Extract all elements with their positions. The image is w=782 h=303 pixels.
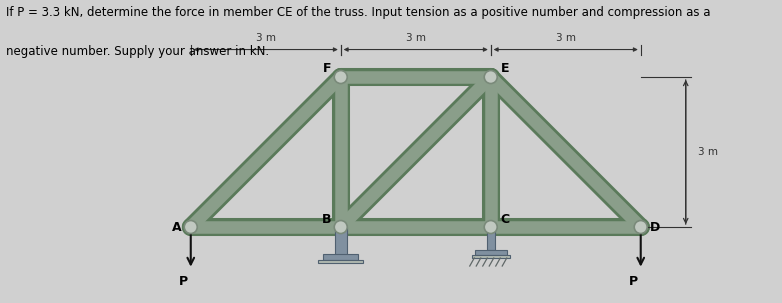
Text: 3 m: 3 m — [406, 32, 425, 42]
Text: B: B — [322, 213, 332, 226]
FancyBboxPatch shape — [472, 255, 510, 258]
Text: P: P — [179, 275, 188, 288]
Text: negative number. Supply your answer in kN.: negative number. Supply your answer in k… — [6, 45, 269, 58]
Circle shape — [484, 221, 497, 234]
Circle shape — [334, 71, 347, 84]
FancyBboxPatch shape — [486, 227, 495, 250]
FancyBboxPatch shape — [475, 250, 507, 255]
Circle shape — [634, 221, 647, 234]
Circle shape — [484, 71, 497, 84]
Text: C: C — [500, 213, 509, 226]
Text: D: D — [650, 221, 660, 234]
Text: E: E — [500, 62, 509, 75]
Text: 3 m: 3 m — [556, 32, 576, 42]
Text: F: F — [322, 62, 331, 75]
Text: P: P — [629, 275, 638, 288]
Circle shape — [185, 221, 197, 234]
FancyBboxPatch shape — [323, 254, 358, 260]
Text: 3 m: 3 m — [256, 32, 276, 42]
FancyBboxPatch shape — [318, 260, 364, 263]
Text: If P = 3.3 kN, determine the force in member CE of the truss. Input tension as a: If P = 3.3 kN, determine the force in me… — [6, 6, 711, 19]
Text: 3 m: 3 m — [698, 147, 718, 157]
Text: A: A — [172, 221, 181, 234]
FancyBboxPatch shape — [335, 227, 346, 255]
Circle shape — [334, 221, 347, 234]
